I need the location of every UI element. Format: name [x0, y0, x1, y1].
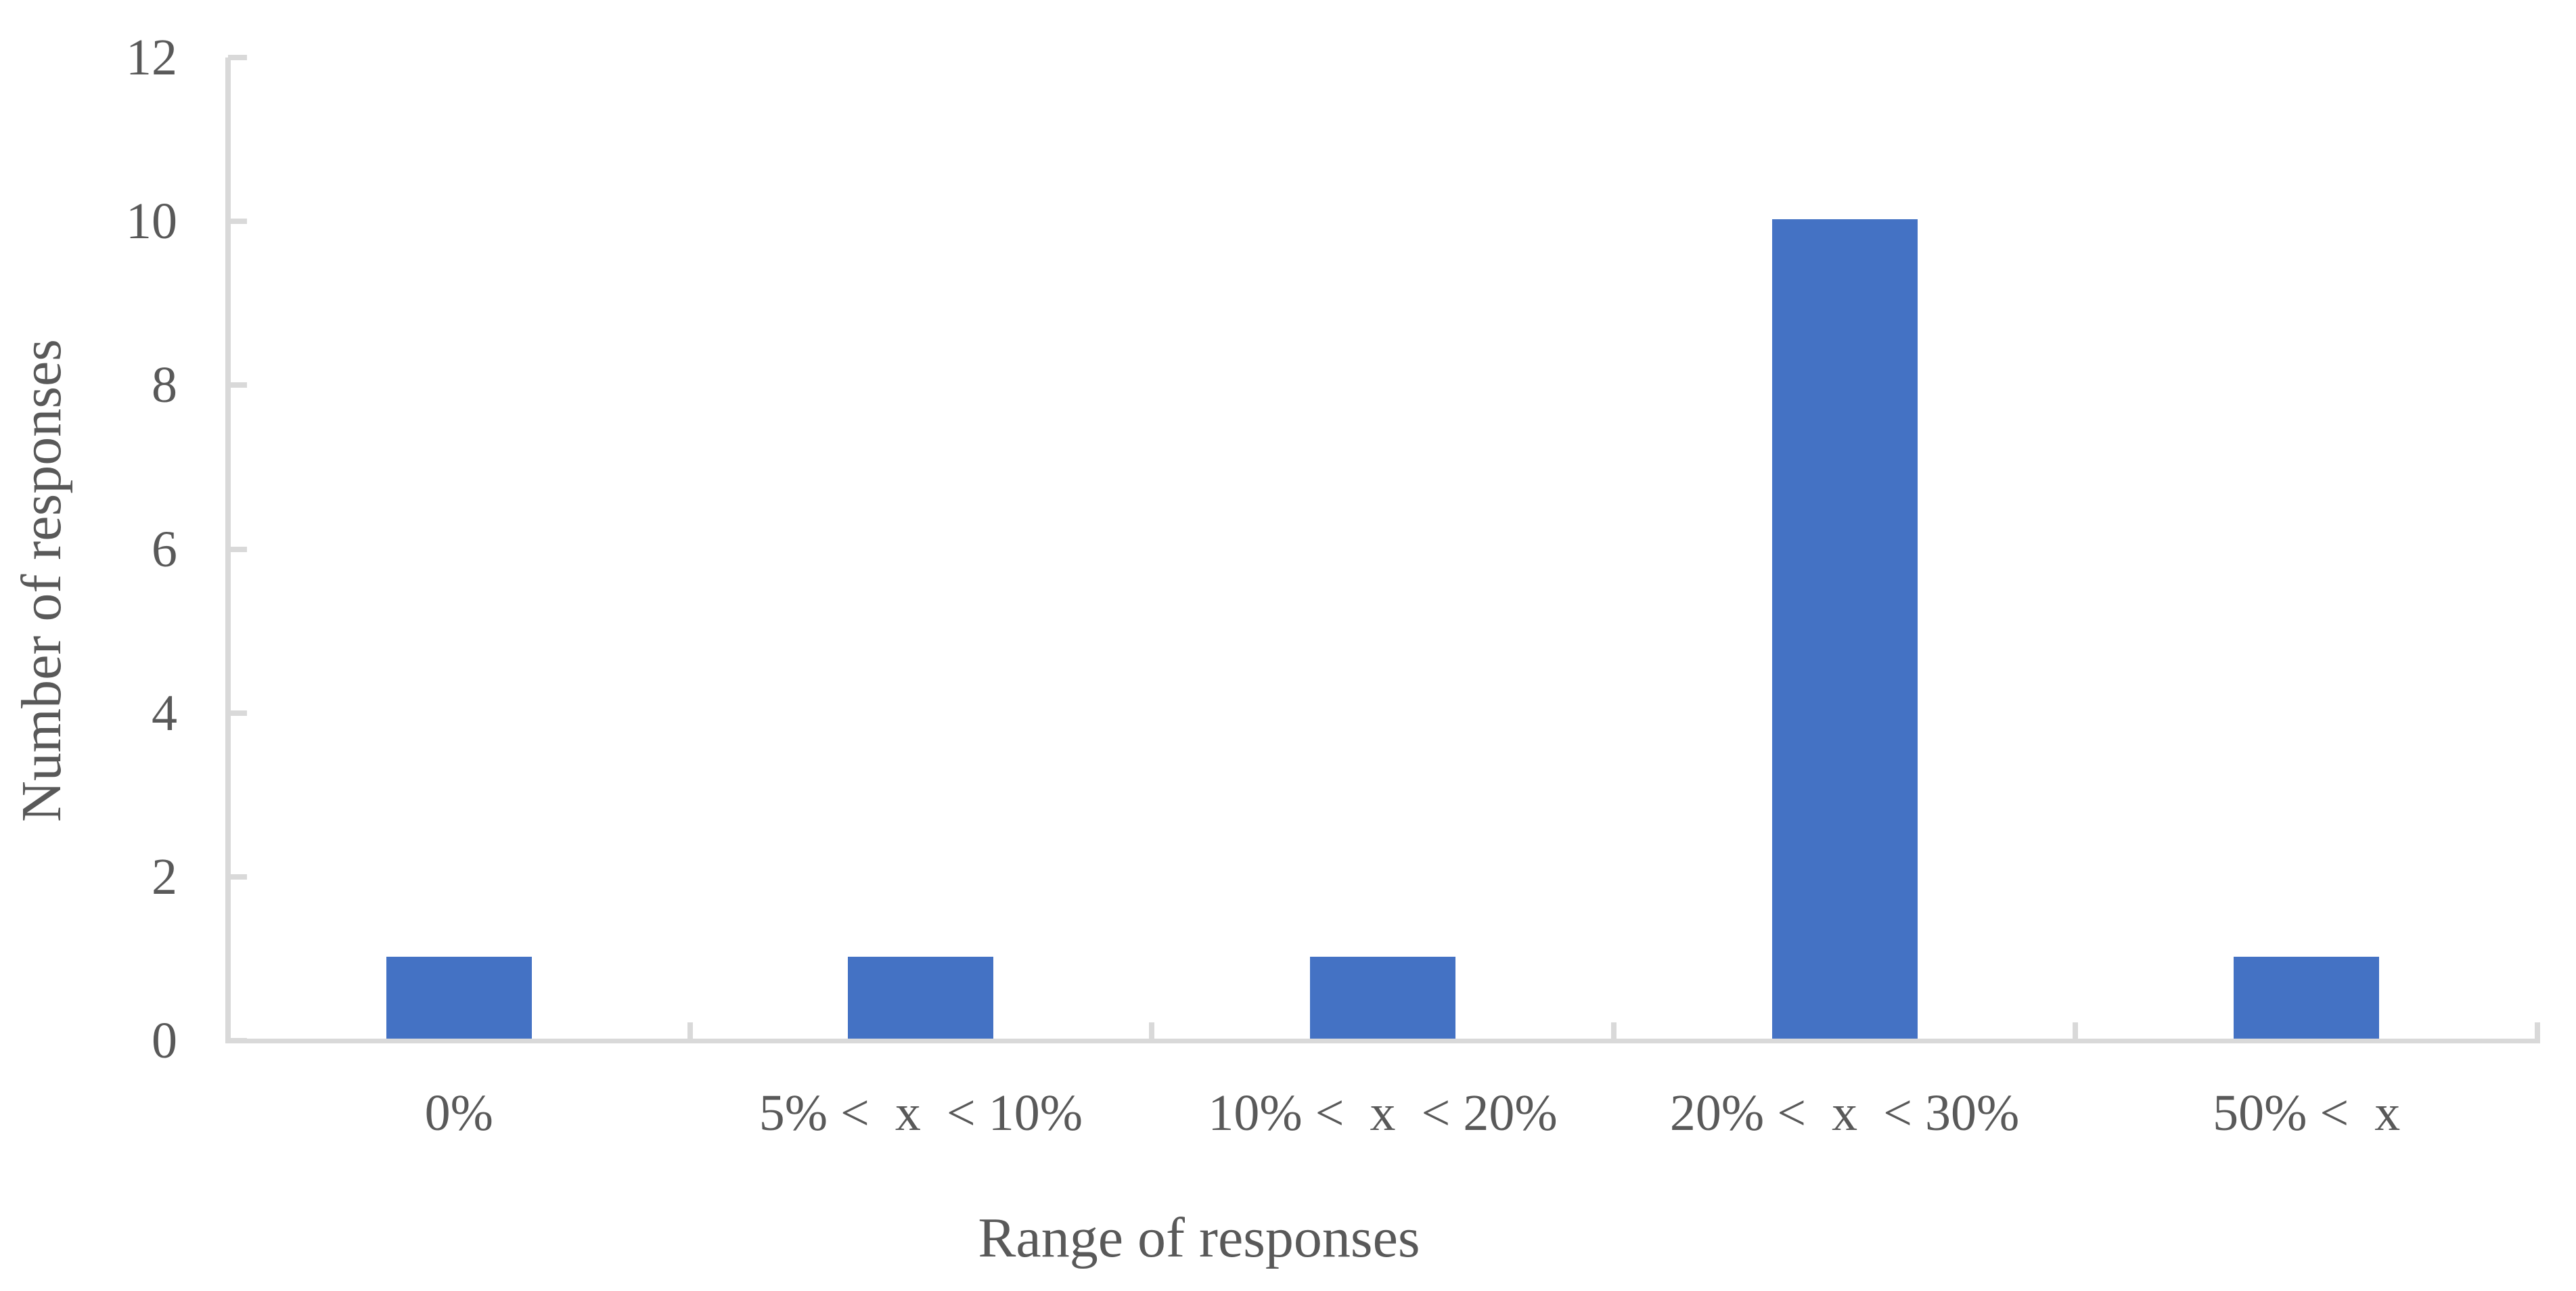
bar — [848, 957, 993, 1039]
x-axis-tick — [687, 1022, 693, 1039]
y-axis-tick — [228, 710, 247, 716]
y-axis-tick-label: 8 — [152, 357, 177, 414]
y-axis-tick-label: 2 — [152, 848, 177, 905]
x-axis-category-label: 20% < x < 30% — [1669, 1085, 2020, 1141]
x-axis-category-label: 50% < x — [2213, 1085, 2401, 1141]
x-axis-tick — [1149, 1022, 1155, 1039]
x-axis-tick — [2073, 1022, 2079, 1039]
y-axis-tick — [228, 546, 247, 552]
y-axis-tick-label: 10 — [126, 193, 177, 250]
y-axis-tick — [228, 55, 247, 60]
bar — [386, 957, 532, 1039]
x-axis-tick — [1610, 1022, 1617, 1039]
y-axis-tick — [228, 382, 247, 388]
x-axis-title: Range of responses — [978, 1206, 1420, 1269]
y-axis-tick — [228, 219, 247, 225]
y-axis-tick-label: 4 — [152, 684, 177, 742]
x-axis-line — [225, 1039, 2540, 1043]
bar — [1310, 957, 1455, 1039]
y-axis-tick-label: 0 — [152, 1012, 177, 1069]
x-axis-category-label: 10% < x < 20% — [1208, 1085, 1558, 1141]
y-axis-tick-label: 12 — [126, 29, 177, 86]
bar — [2234, 957, 2379, 1039]
y-axis-tick — [228, 1038, 247, 1043]
bar — [1772, 219, 1918, 1039]
y-axis-tick-label: 6 — [152, 520, 177, 578]
x-axis-category-label: 0% — [424, 1085, 493, 1141]
x-axis-tick — [2535, 1022, 2540, 1039]
x-axis-category-label: 5% < x < 10% — [759, 1085, 1083, 1141]
y-axis-tick — [228, 874, 247, 880]
